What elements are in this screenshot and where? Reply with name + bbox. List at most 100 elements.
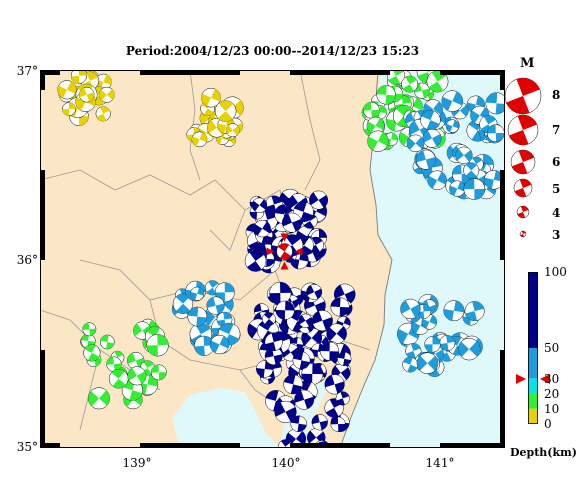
lat-label-37: 37° [16,64,38,78]
earthquake-beachball [401,75,419,93]
earthquake-beachball [201,87,221,108]
lat-label-36: 36° [16,253,38,267]
earthquake-beachball [422,128,442,148]
earthquake-beachball [309,190,329,210]
magnitude-symbol [519,230,527,238]
earthquake-beachball [337,351,352,367]
earthquake-beachball [367,130,389,152]
earthquake-beachball [127,366,147,386]
earthquake-beachball [406,134,425,153]
earthquake-beachball [324,374,345,395]
magnitude-symbol [513,178,533,198]
earthquake-beachball [320,341,340,361]
mag-label-5: 5 [552,182,561,196]
earthquake-beachball [485,92,505,115]
depth-label-100: 100 [544,265,567,279]
earthquake-beachball [225,123,240,138]
earthquake-layer [57,70,505,448]
depth-label-10: 10 [544,402,560,416]
earthquake-beachball [70,70,87,84]
mag-label-8: 8 [552,88,561,102]
earthquake-beachball [443,300,465,322]
earthquake-beachball [330,416,346,432]
earthquake-beachball [150,364,167,381]
earthquake-beachball [191,131,208,148]
earthquake-beachball [366,116,385,135]
earthquake-beachball [330,297,350,317]
earthquake-beachball [214,282,235,303]
earthquake-beachball [95,106,111,122]
earthquake-beachball [290,415,307,432]
earthquake-beachball [256,360,274,378]
earthquake-beachball [98,86,115,103]
earthquake-beachball [217,322,241,346]
earthquake-beachball [190,286,205,301]
coastline [339,70,393,448]
latest-event-arrow [280,233,289,242]
earthquake-beachball [484,170,504,190]
earthquake-beachball [108,368,129,389]
earthquake-beachball [464,301,485,322]
earthquake-beachball [88,387,110,410]
latest-event-marker [266,233,303,270]
earthquake-beachball [400,298,421,320]
depth-band [528,393,538,409]
earthquake-beachball [253,219,271,238]
earthquake-beachball [449,180,466,197]
earthquake-beachball [445,119,460,133]
earthquake-beachball [294,389,315,410]
earthquake-beachball [424,336,441,353]
lat-label-35: 35° [16,440,38,454]
earthquake-beachball [274,400,297,423]
earthquake-beachball [99,334,115,350]
earthquake-beachball [251,197,268,214]
magnitude-symbol [516,205,530,219]
earthquake-beachball [301,362,324,385]
magnitude-legend-title: M [520,56,535,71]
magnitude-symbol [510,149,536,175]
sagami-bay [172,388,280,448]
depth-label-30: 30 [544,372,560,386]
mag-label-6: 6 [552,155,561,169]
depth-band [528,408,538,424]
earthquake-beachball [57,80,77,100]
lon-label-139: 139° [122,456,152,470]
earthquake-beachball [264,347,283,366]
earthquake-beachball [78,86,95,103]
earthquake-beachball [441,90,464,112]
depth-legend-title: Depth(km) [510,446,577,459]
earthquake-beachball [326,323,347,344]
earthquake-beachball [455,146,473,164]
depth-label-20: 20 [544,387,560,401]
earthquake-beachball [293,201,314,223]
mag-label-7: 7 [552,123,561,137]
earthquake-beachball [214,100,237,122]
earthquake-beachball [486,124,505,143]
earthquake-beachball [335,391,350,406]
earthquake-beachball [283,374,304,395]
depth-label-0: 0 [544,417,552,431]
earthquake-beachball [292,351,311,370]
earthquake-beachball [275,300,295,320]
earthquake-beachball [264,332,283,352]
earthquake-beachball [426,70,449,93]
depth-color-bar [528,272,538,424]
earthquake-beachball [402,356,419,373]
depth-label-50: 50 [544,341,560,355]
mag-label-3: 3 [552,228,561,242]
earthquake-beachball [282,212,302,233]
magnitude-legend-symbols [505,77,542,238]
lon-label-141: 141° [425,456,455,470]
earthquake-beachball [172,293,194,314]
depth-band [528,272,538,348]
earthquake-beachball [209,334,230,355]
depth-band [528,378,538,394]
earthquake-beachball [439,334,456,351]
earthquake-beachball [376,85,396,105]
magnitude-symbol [507,114,539,146]
earthquake-beachball [146,334,169,357]
earthquake-beachball [405,342,422,360]
seismicity-map [40,70,505,448]
earthquake-beachball [416,352,439,374]
mag-label-4: 4 [552,206,561,220]
